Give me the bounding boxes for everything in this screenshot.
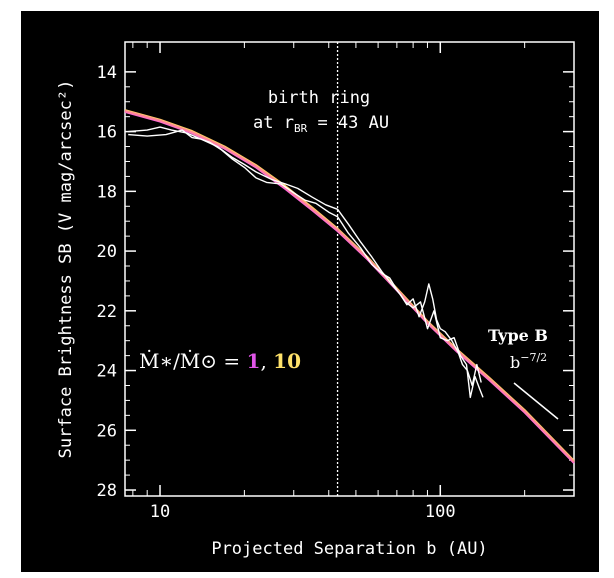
model-curve-1 [124, 110, 575, 464]
birth-ring-label-line1: birth ring [268, 88, 370, 108]
x-tick-label: 10 [150, 502, 170, 522]
birth-ring-radius-prefix: at r [253, 113, 294, 133]
y-axis-label: Surface Brightness SB (V mag/arcsec²) [56, 80, 76, 459]
plot-frame [124, 41, 575, 497]
surface-brightness-chart: 14 16 18 20 22 24 26 28 10 100 Projected Separati… [56, 41, 575, 559]
x-tick-label: 100 [425, 502, 456, 522]
y-tick-label: 16 [97, 123, 117, 143]
model-curve-2 [124, 110, 575, 463]
power-law-slope-indicator [513, 382, 559, 420]
mass-loss-value-10: 10 [273, 349, 301, 373]
birth-ring-label-line2: at rBR = 43 AU [253, 113, 389, 135]
mass-loss-label: Ṁ∗/Ṁ⊙ = 1, 10 [139, 349, 301, 373]
birth-ring-radius-subscript: BR [294, 122, 308, 135]
model-curve-0 [124, 109, 575, 462]
y-tick-label: 20 [97, 242, 117, 262]
birth-ring-radius-value: = 43 AU [307, 113, 389, 133]
axes-layer: 14 16 18 20 22 24 26 28 10 100 [97, 41, 575, 522]
y-tick-label: 28 [97, 481, 117, 501]
y-tick-label: 22 [97, 302, 117, 322]
mass-loss-value-1: 1 [247, 349, 261, 373]
mass-loss-ratio: Ṁ∗/Ṁ⊙ = [139, 349, 247, 373]
type-b-label: Type B [488, 326, 548, 345]
observed-profile-4 [128, 126, 482, 387]
figure-panel: 14 16 18 20 22 24 26 28 10 100 Projected Separati… [21, 11, 599, 572]
mass-loss-separator: , [260, 349, 273, 373]
power-law-exponent: −7/2 [520, 351, 547, 364]
y-tick-label: 14 [97, 63, 117, 83]
y-tick-label: 26 [97, 421, 117, 441]
power-law-label: b−7/2 [510, 351, 547, 372]
x-axis-label: Projected Separation b (AU) [211, 539, 487, 559]
power-law-base: b [510, 353, 520, 372]
y-tick-label: 24 [97, 362, 117, 382]
y-tick-label: 18 [97, 182, 117, 202]
curves-layer [124, 109, 575, 464]
